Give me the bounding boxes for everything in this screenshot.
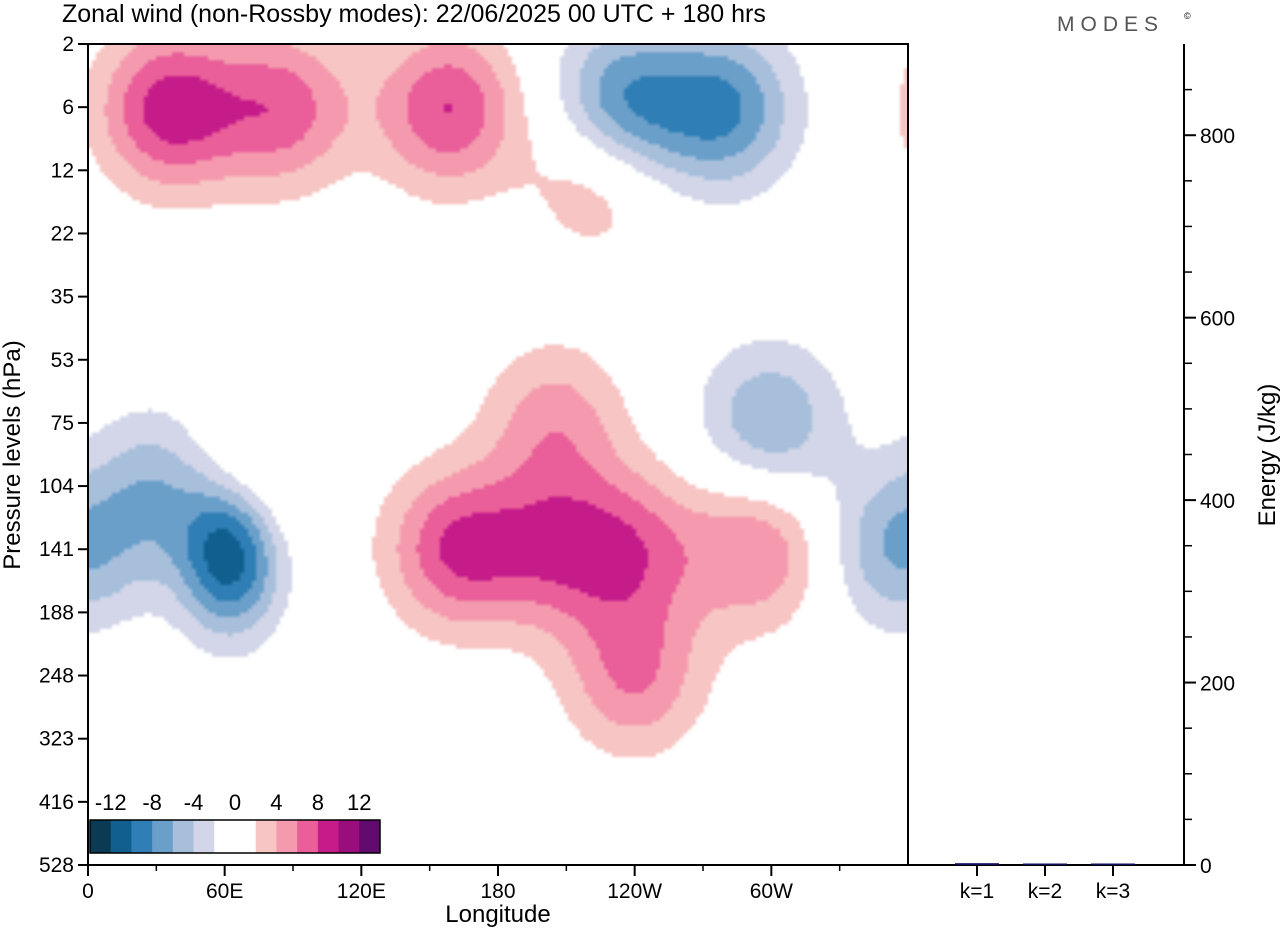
y-axis-label: Pressure levels (hPa) bbox=[0, 340, 26, 569]
energy-axis-label: Energy (J/kg) bbox=[1254, 384, 1280, 527]
bar-marks: k=1 k=2 k=3 bbox=[955, 863, 1135, 903]
colorbar-swatch bbox=[131, 820, 153, 853]
colorbar-swatch bbox=[152, 820, 174, 853]
y-tick-label: 22 bbox=[51, 222, 74, 245]
energy-tick-label: 800 bbox=[1200, 125, 1235, 148]
colorbar-label: -12 bbox=[95, 790, 127, 815]
y-tick-label: 6 bbox=[62, 96, 74, 119]
energy-tick-label: 0 bbox=[1200, 855, 1212, 878]
bar-category-label: k=2 bbox=[1028, 880, 1062, 903]
y-tick-label: 416 bbox=[39, 791, 74, 814]
colorbar-label: 4 bbox=[270, 790, 282, 815]
colorbar-frame bbox=[89, 819, 381, 854]
y-tick-label: 35 bbox=[51, 286, 74, 309]
wind-contour-field bbox=[88, 44, 908, 865]
colorbar-swatch bbox=[110, 820, 132, 853]
y-tick-label: 323 bbox=[39, 728, 74, 751]
colorbar-label: -4 bbox=[184, 790, 204, 815]
x-tick-label: 60W bbox=[750, 880, 793, 903]
colorbar-label: 12 bbox=[347, 790, 371, 815]
energy-tick-label: 200 bbox=[1200, 673, 1235, 696]
y-tick-label: 12 bbox=[51, 159, 74, 182]
colorbar-label: -8 bbox=[142, 790, 162, 815]
colorbar-swatch bbox=[255, 820, 277, 853]
energy-bar-chart: k=1 k=2 k=3 0 200 400 600 800 bbox=[908, 44, 1235, 903]
energy-bar bbox=[1023, 863, 1067, 865]
colorbar-swatch bbox=[317, 820, 340, 853]
x-axis-ticks: 0 60E 120E 180 120W 60W bbox=[82, 865, 841, 903]
bar-category-label: k=3 bbox=[1096, 880, 1130, 903]
colorbar-swatch bbox=[193, 820, 215, 853]
y-tick-label: 248 bbox=[39, 665, 74, 688]
y-tick-label: 104 bbox=[39, 475, 74, 498]
y-tick-label: 53 bbox=[51, 349, 74, 372]
zonal-wind-heatmap: -12 -8 -4 0 4 8 12 0 60E 120E 180 120W 60W 2 6 12 22 35… bbox=[39, 33, 909, 903]
bar-category-label: k=1 bbox=[960, 880, 994, 903]
energy-bar bbox=[1091, 863, 1135, 865]
brand-mark: © bbox=[1184, 11, 1191, 21]
colorbar-swatch bbox=[235, 820, 257, 853]
colorbar-swatch bbox=[297, 820, 319, 853]
energy-tick-label: 400 bbox=[1200, 490, 1235, 513]
x-tick-label: 120E bbox=[337, 880, 386, 903]
colorbar-label: 8 bbox=[312, 790, 324, 815]
y-tick-label: 75 bbox=[51, 412, 74, 435]
y-tick-label: 2 bbox=[62, 33, 74, 56]
brand-logo: MODES bbox=[1057, 13, 1164, 36]
chart-title: Zonal wind (non-Rossby modes): 22/06/202… bbox=[62, 0, 766, 28]
colorbar-swatch bbox=[338, 820, 360, 853]
energy-tick-label: 600 bbox=[1200, 308, 1235, 331]
energy-axis-ticks: 0 200 400 600 800 bbox=[1184, 88, 1235, 878]
x-tick-label: 120W bbox=[607, 880, 662, 903]
colorbar: -12 -8 -4 0 4 8 12 bbox=[89, 790, 381, 854]
colorbar-swatch bbox=[90, 820, 112, 853]
y-tick-label: 528 bbox=[39, 854, 74, 877]
heatmap-frame bbox=[87, 43, 909, 866]
colorbar-label: 0 bbox=[229, 790, 241, 815]
colorbar-swatch bbox=[276, 820, 298, 853]
y-axis-ticks: 2 6 12 22 35 53 75 104 141 188 248 323 416 528 bbox=[39, 33, 88, 877]
x-tick-label: 60E bbox=[206, 880, 243, 903]
y-tick-label: 188 bbox=[39, 601, 74, 624]
colorbar-swatch bbox=[214, 820, 236, 853]
energy-bar bbox=[955, 863, 999, 865]
colorbar-swatch bbox=[172, 820, 195, 853]
y-tick-label: 141 bbox=[39, 538, 74, 561]
colorbar-swatch bbox=[359, 820, 381, 853]
x-tick-label: 180 bbox=[480, 880, 515, 903]
x-axis-label: Longitude bbox=[445, 901, 550, 928]
x-tick-label: 0 bbox=[82, 880, 94, 903]
